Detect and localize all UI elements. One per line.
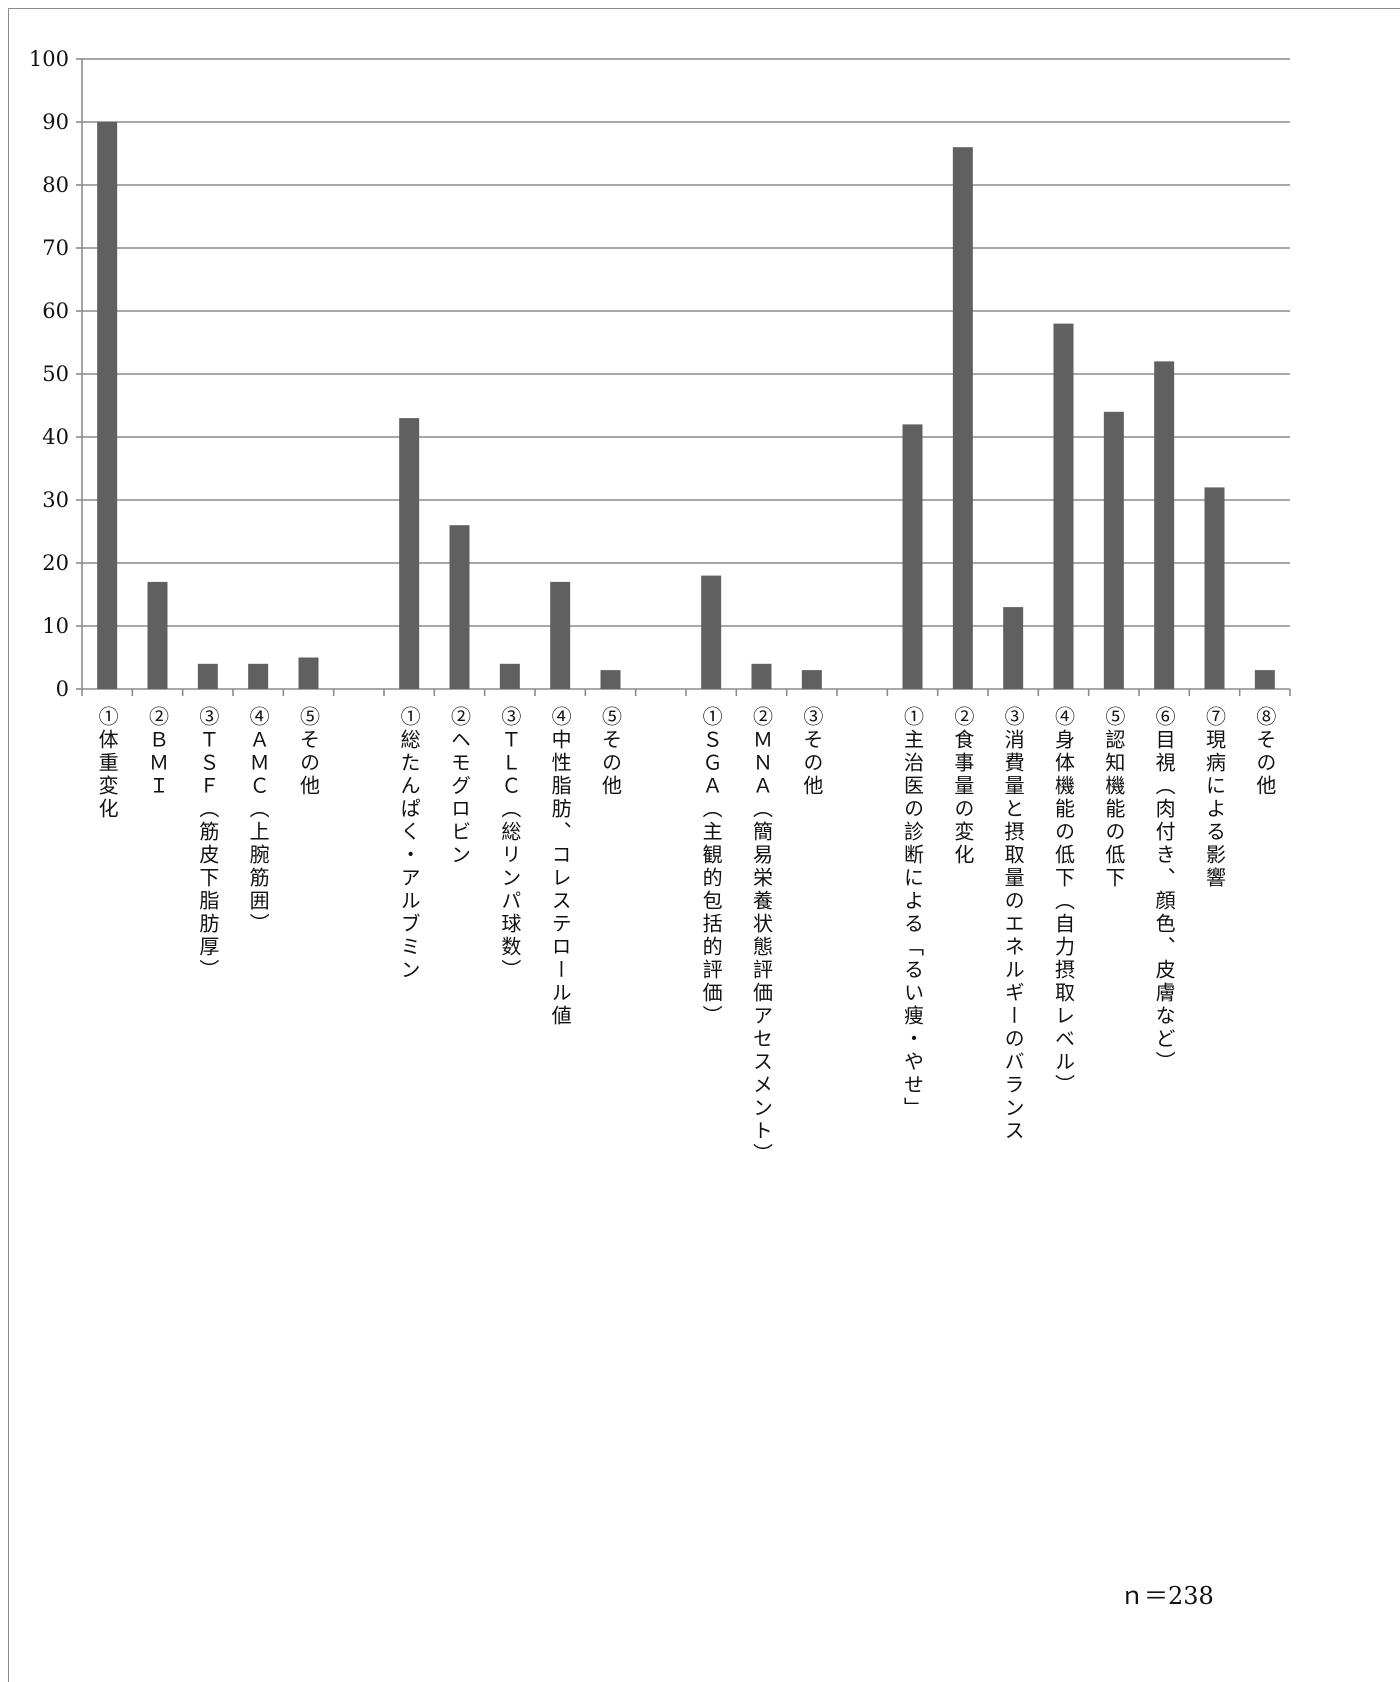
bar <box>147 581 168 689</box>
x-category-label: ②ヘモグロビン <box>447 706 472 867</box>
y-tick-label: 10 <box>42 614 69 638</box>
x-category-label: ①ＳＧＡ（主観的包括的評価） <box>699 706 724 1028</box>
bar <box>1103 411 1124 689</box>
bar <box>248 663 269 689</box>
bar <box>751 663 772 689</box>
bar <box>902 424 923 689</box>
bar <box>399 418 420 689</box>
y-tick-label: 0 <box>56 677 69 701</box>
y-tick-label: 90 <box>42 110 69 134</box>
x-category-label: ⑦現病による影響 <box>1202 706 1227 890</box>
bar <box>97 122 118 689</box>
x-category-label: ②食事量の変化 <box>950 706 975 867</box>
y-tick-label: 20 <box>42 551 69 575</box>
bar <box>1154 361 1175 689</box>
bar <box>499 663 520 689</box>
x-category-label: ③その他 <box>799 706 824 798</box>
x-category-label: ⑤認知機能の低下 <box>1101 706 1126 890</box>
bar <box>600 670 621 689</box>
y-tick-label: 50 <box>42 362 69 386</box>
bar <box>298 657 319 689</box>
x-category-label: ⑥目視（肉付き、顔色、皮膚など） <box>1152 706 1177 1074</box>
y-tick-label: 80 <box>42 173 69 197</box>
x-category-label: ②ＭＮＡ（簡易栄養状態評価アセスメント） <box>749 706 774 1166</box>
x-category-label: ③ＴＳＦ（筋皮下脂肪厚） <box>195 706 220 982</box>
figure-frame <box>8 8 1400 1682</box>
bar <box>801 670 822 689</box>
y-tick-label: 100 <box>29 47 69 71</box>
x-category-label: ④中性脂肪、コレステロール値 <box>548 706 573 1028</box>
x-category-label: ④身体機能の低下（自力摂取レベル） <box>1051 706 1076 1097</box>
y-tick-label: 60 <box>42 299 69 323</box>
x-category-label: ⑧その他 <box>1252 706 1277 798</box>
y-tick-label: 70 <box>42 236 69 260</box>
x-category-label: ④ＡＭＣ（上腕筋囲） <box>246 706 271 936</box>
bar <box>1254 670 1275 689</box>
bar <box>1204 487 1225 689</box>
y-tick-label: 30 <box>42 488 69 512</box>
x-category-label: ①体重変化 <box>95 706 120 821</box>
y-tick-label: 40 <box>42 425 69 449</box>
bar <box>449 525 470 689</box>
x-category-label: ⑤その他 <box>598 706 623 798</box>
x-category-label: ③ＴＬＣ（総リンパ球数） <box>497 706 522 982</box>
bar <box>1053 323 1074 689</box>
x-category-label: ⑤その他 <box>296 706 321 798</box>
sample-size-note: ｎ＝238 <box>1120 1582 1214 1610</box>
bar <box>1003 607 1024 689</box>
x-category-label: ②ＢＭＩ <box>145 706 170 798</box>
bar <box>701 575 722 689</box>
bar <box>952 147 973 689</box>
bar <box>550 581 571 689</box>
x-category-label: ①主治医の診断による「るい痩・やせ」 <box>900 706 925 1120</box>
bar <box>197 663 218 689</box>
x-category-label: ①総たんぱく・アルブミン <box>397 706 422 982</box>
x-category-label: ③消費量と摂取量のエネルギーのバランス <box>1001 706 1026 1143</box>
